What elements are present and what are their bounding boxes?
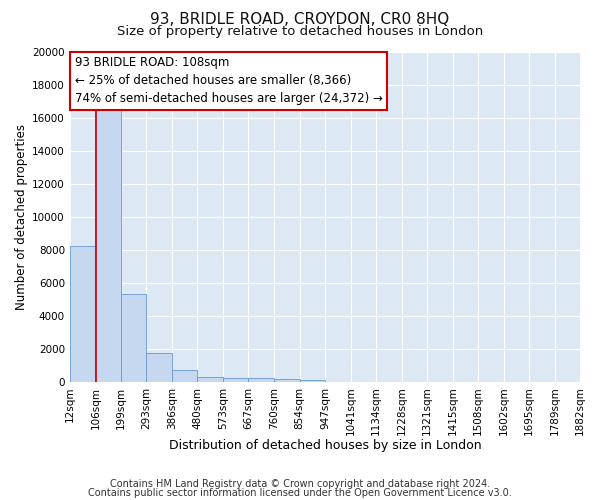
Text: 93, BRIDLE ROAD, CROYDON, CR0 8HQ: 93, BRIDLE ROAD, CROYDON, CR0 8HQ [151,12,449,28]
Bar [248,378,274,382]
Bar [121,294,146,382]
X-axis label: Distribution of detached houses by size in London: Distribution of detached houses by size … [169,440,481,452]
Bar [274,379,299,382]
Text: Size of property relative to detached houses in London: Size of property relative to detached ho… [117,25,483,38]
Bar [172,370,197,382]
Text: Contains public sector information licensed under the Open Government Licence v3: Contains public sector information licen… [88,488,512,498]
Text: 93 BRIDLE ROAD: 108sqm
← 25% of detached houses are smaller (8,366)
74% of semi-: 93 BRIDLE ROAD: 108sqm ← 25% of detached… [75,56,383,106]
Bar [197,377,223,382]
Text: Contains HM Land Registry data © Crown copyright and database right 2024.: Contains HM Land Registry data © Crown c… [110,479,490,489]
Y-axis label: Number of detached properties: Number of detached properties [15,124,28,310]
Bar [299,380,325,382]
Bar [223,378,248,382]
Bar [146,353,172,382]
Bar [95,106,121,382]
Bar [70,246,95,382]
